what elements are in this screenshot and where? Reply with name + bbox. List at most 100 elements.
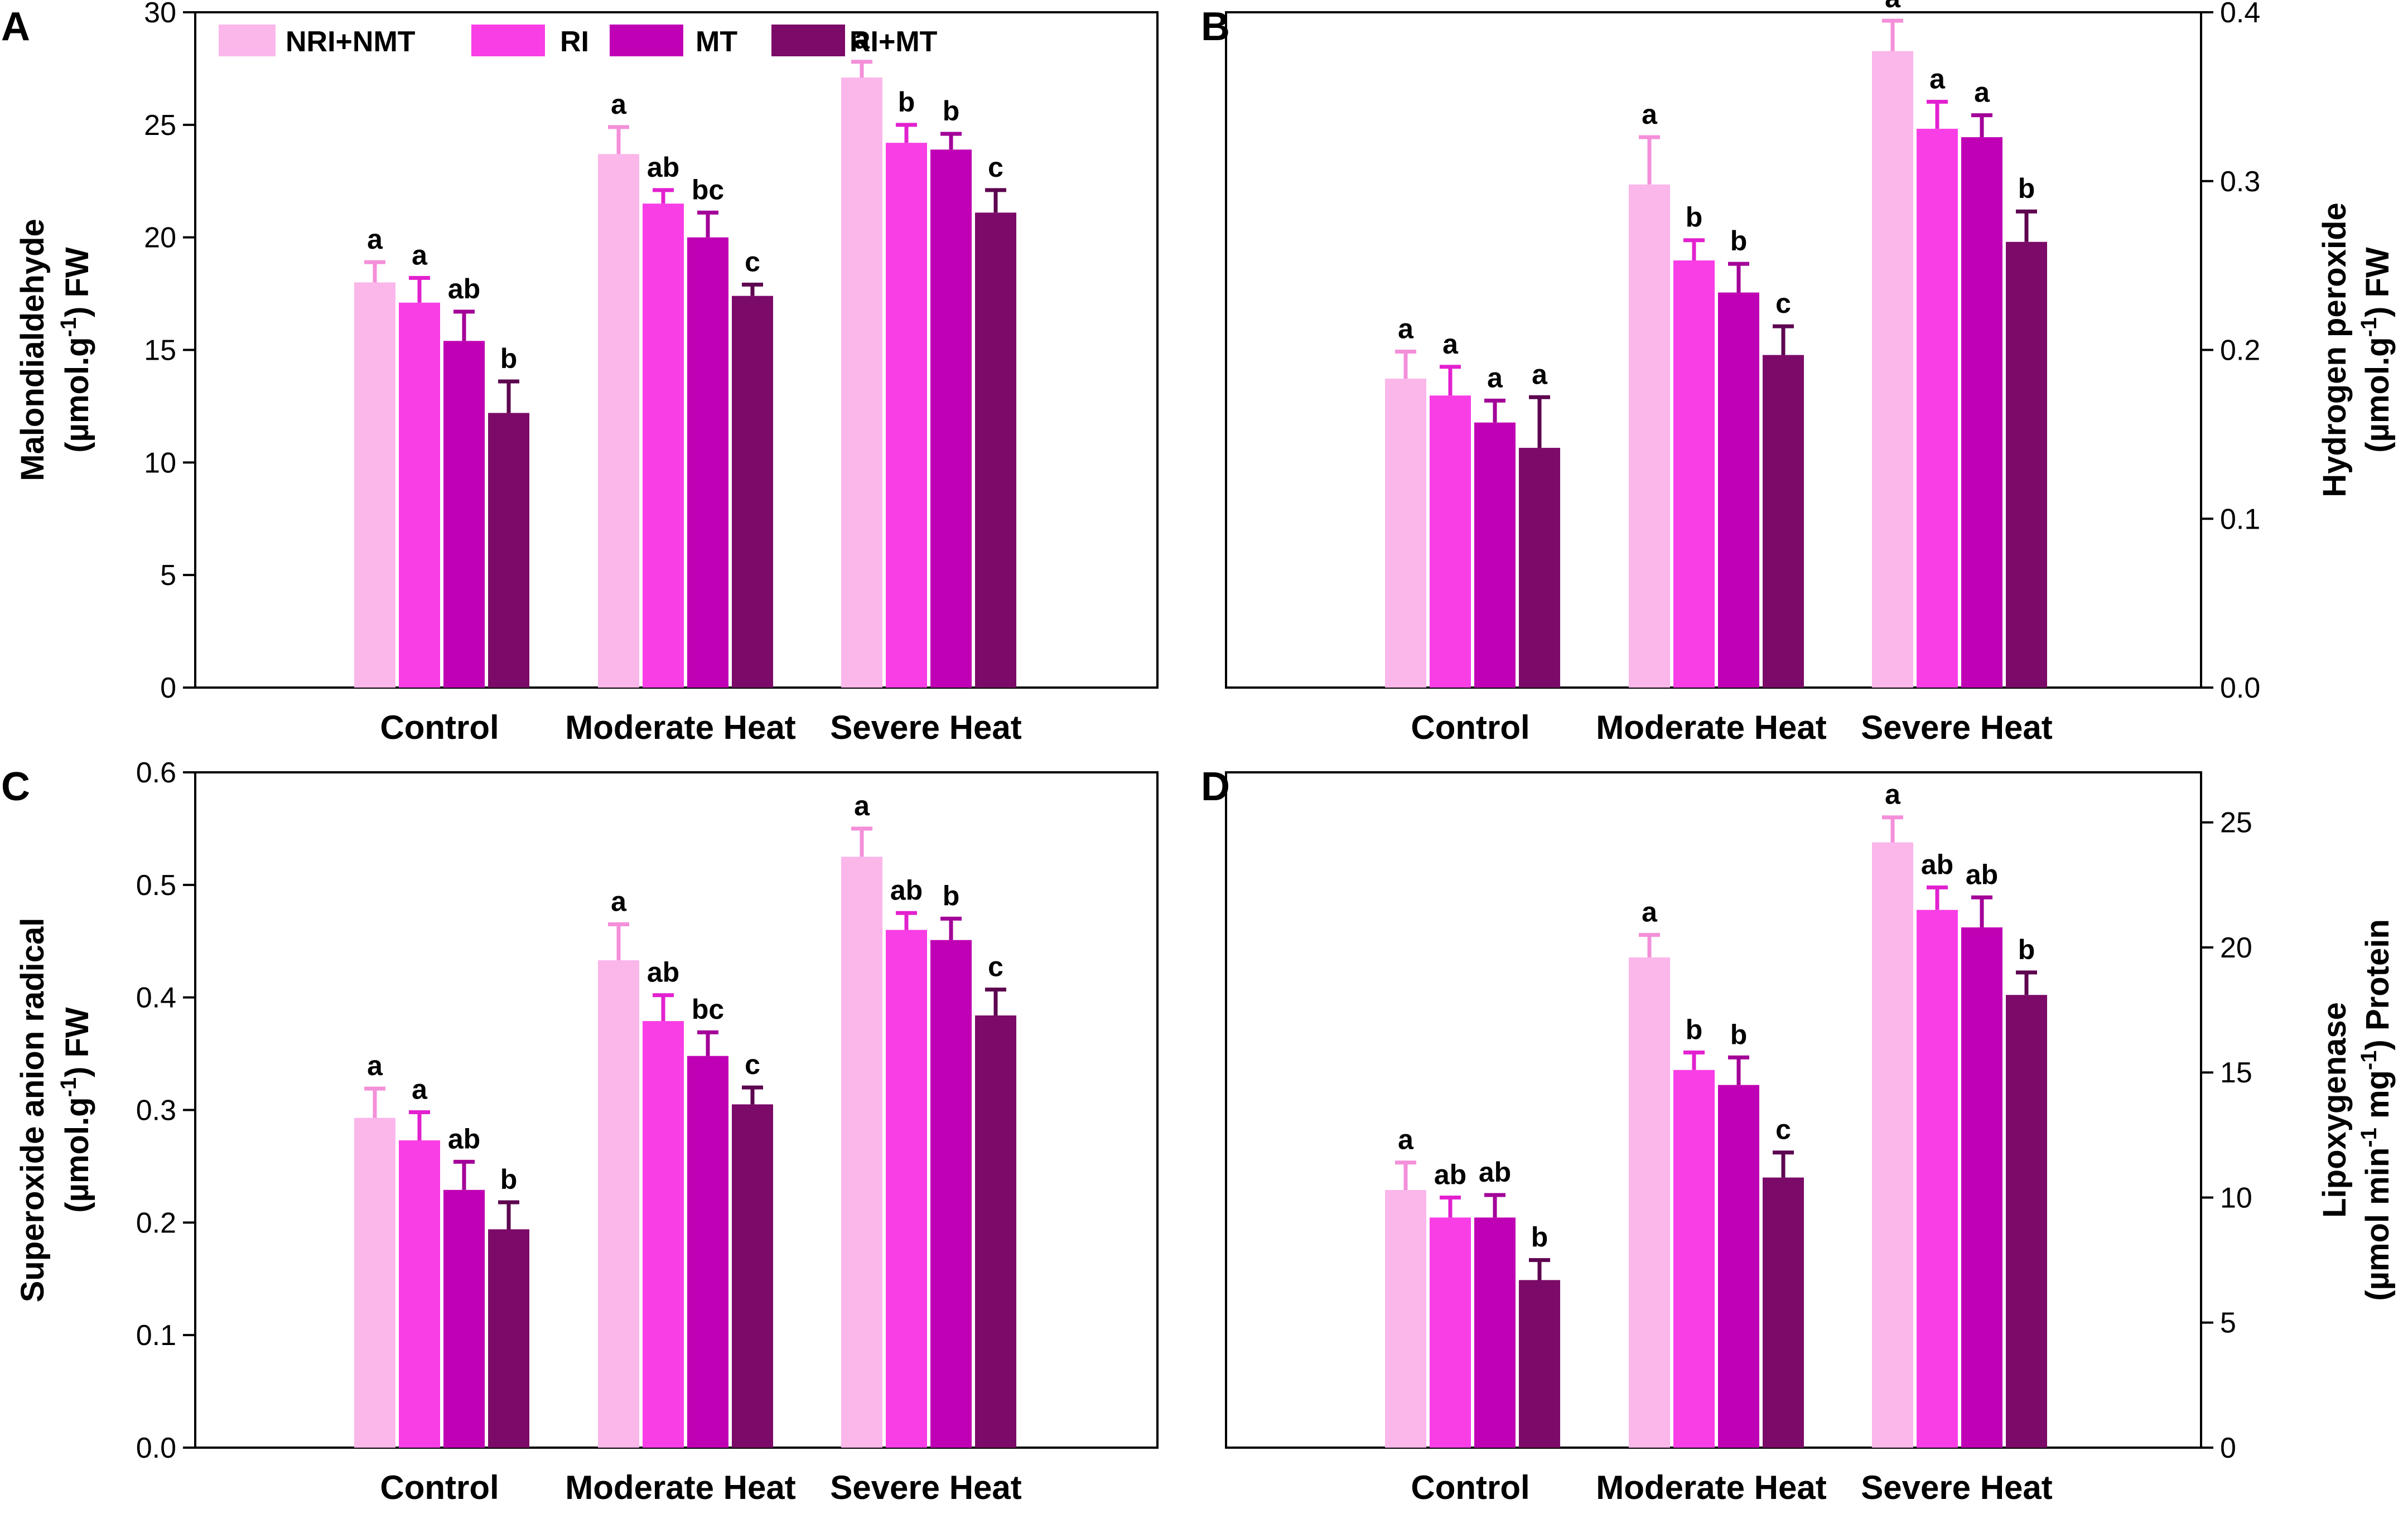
significance-label: c <box>1775 1114 1791 1145</box>
significance-label: a <box>412 239 428 270</box>
significance-label: a <box>412 1074 428 1105</box>
legend-label-mt: MT <box>696 26 737 58</box>
y-axis-unit-part: (µmol min <box>2359 1148 2396 1301</box>
bar-mt-control <box>1474 422 1516 688</box>
significance-label: a <box>367 1050 383 1081</box>
bar-ri-mt-severe-heat <box>2006 995 2047 1448</box>
category-label-control: Control <box>1411 1469 1529 1506</box>
significance-label: b <box>1730 1019 1748 1050</box>
category-label-severe-heat: Severe Heat <box>1861 709 2053 746</box>
significance-label: bc <box>692 174 724 205</box>
significance-label: b <box>2018 173 2035 204</box>
y-axis-title: Malondialdehyde <box>15 219 51 481</box>
y-tick-label: 5 <box>2220 1307 2236 1339</box>
bar-ri-severe-heat <box>1917 910 1958 1448</box>
y-tick-label: 0.6 <box>136 757 176 789</box>
significance-label: ab <box>1921 849 1953 880</box>
y-tick-label: 5 <box>160 559 176 592</box>
significance-label: b <box>500 343 518 374</box>
bar-nri-nmt-severe-heat <box>841 857 882 1448</box>
significance-label: ab <box>647 152 679 183</box>
y-tick-label: 0.0 <box>136 1432 176 1464</box>
bar-mt-moderate-heat <box>1718 1085 1759 1448</box>
y-axis-unit: (µmol.g-1) FW <box>56 247 95 453</box>
y-tick-label: 0 <box>2220 1432 2236 1464</box>
bar-ri-mt-moderate-heat <box>732 296 773 688</box>
significance-label: a <box>1442 328 1459 360</box>
significance-label: a <box>1532 359 1548 390</box>
y-axis-unit: (µmol.g-1) FW <box>56 1007 95 1213</box>
y-tick-label: 0.0 <box>2220 672 2260 704</box>
bar-ri-mt-moderate-heat <box>732 1104 773 1448</box>
y-tick-label: 0.1 <box>2220 503 2260 535</box>
significance-label: ab <box>890 874 923 906</box>
y-tick-label: 25 <box>144 109 176 142</box>
significance-label: a <box>611 89 627 120</box>
bar-nri-nmt-control <box>1385 378 1426 688</box>
significance-label: b <box>898 86 915 118</box>
y-tick-label: 0.4 <box>136 982 176 1014</box>
significance-label: a <box>1398 1124 1414 1155</box>
panel-letter: A <box>1 4 30 49</box>
category-label-severe-heat: Severe Heat <box>1861 1469 2053 1506</box>
y-axis-unit-superscript: -1 <box>56 317 81 337</box>
significance-label: c <box>745 1049 760 1080</box>
y-tick-label: 30 <box>144 0 176 29</box>
significance-label: a <box>1487 362 1503 393</box>
bar-ri-severe-heat <box>886 143 927 688</box>
significance-label: ab <box>647 957 679 988</box>
y-tick-label: 0.2 <box>2220 335 2260 367</box>
significance-label: a <box>1974 77 1990 108</box>
significance-label: c <box>988 152 1003 183</box>
bar-ri-severe-heat <box>886 930 927 1448</box>
category-label-control: Control <box>1411 709 1529 746</box>
bar-mt-severe-heat <box>930 940 972 1448</box>
y-axis-unit-superscript: -1 <box>2357 1050 2381 1070</box>
legend-label-ri: RI <box>560 26 589 58</box>
y-axis-unit-part: ) Protein <box>2359 919 2396 1050</box>
panel-letter: B <box>1201 4 1230 49</box>
bar-ri-control <box>1430 1217 1471 1448</box>
legend-swatch-mt <box>610 25 683 56</box>
significance-label: a <box>1642 897 1658 928</box>
y-axis-unit-part: ) FW <box>59 247 95 317</box>
category-label-moderate-heat: Moderate Heat <box>565 709 795 746</box>
y-tick-label: 0.4 <box>2220 0 2260 29</box>
significance-label: a <box>1885 779 1901 810</box>
bar-ri-moderate-heat <box>1673 260 1715 688</box>
y-tick-label: 10 <box>144 447 176 479</box>
significance-label: a <box>611 886 627 917</box>
bar-nri-nmt-control <box>1385 1190 1426 1448</box>
legend-label-ri-mt: RI+MT <box>850 26 938 58</box>
y-axis-unit-superscript: -1 <box>2357 1128 2381 1148</box>
bar-ri-moderate-heat <box>1673 1070 1715 1448</box>
y-tick-label: 0.2 <box>136 1207 176 1239</box>
significance-label: c <box>988 951 1003 983</box>
category-label-moderate-heat: Moderate Heat <box>1596 1469 1826 1506</box>
panel-c: C 0.0 0.1 0.2 0.3 0.4 0.5 0.6 Superoxide anion r… <box>1 757 1159 1506</box>
significance-label: b <box>1686 1014 1703 1045</box>
y-tick-label: 15 <box>2220 1057 2252 1089</box>
bar-ri-severe-heat <box>1917 128 1958 688</box>
significance-label: a <box>1929 63 1946 94</box>
bar-mt-moderate-heat <box>687 237 728 688</box>
y-tick-label: 25 <box>2220 807 2252 839</box>
bar-ri-mt-control <box>1519 448 1560 688</box>
y-tick-label: 20 <box>144 222 176 254</box>
y-axis-unit-part: (µmol.g <box>59 337 95 452</box>
legend-label-nri-nmt: NRI+NMT <box>286 26 416 58</box>
legend: NRI+NMT RI MT RI+MT <box>219 25 938 58</box>
significance-label: a <box>367 224 383 255</box>
bar-ri-control <box>399 302 440 688</box>
significance-label: b <box>1730 225 1748 257</box>
y-tick-label: 10 <box>2220 1182 2252 1214</box>
bar-mt-severe-heat <box>1961 927 2002 1448</box>
bar-ri-mt-moderate-heat <box>1763 355 1804 688</box>
significance-label: c <box>745 246 760 277</box>
y-axis-title: Lipoxygenase <box>2317 1002 2353 1218</box>
y-axis-unit-part: (µmol.g <box>59 1097 95 1212</box>
bar-ri-moderate-heat <box>643 204 684 688</box>
significance-label: c <box>1775 288 1791 319</box>
y-tick-label: 20 <box>2220 932 2252 964</box>
